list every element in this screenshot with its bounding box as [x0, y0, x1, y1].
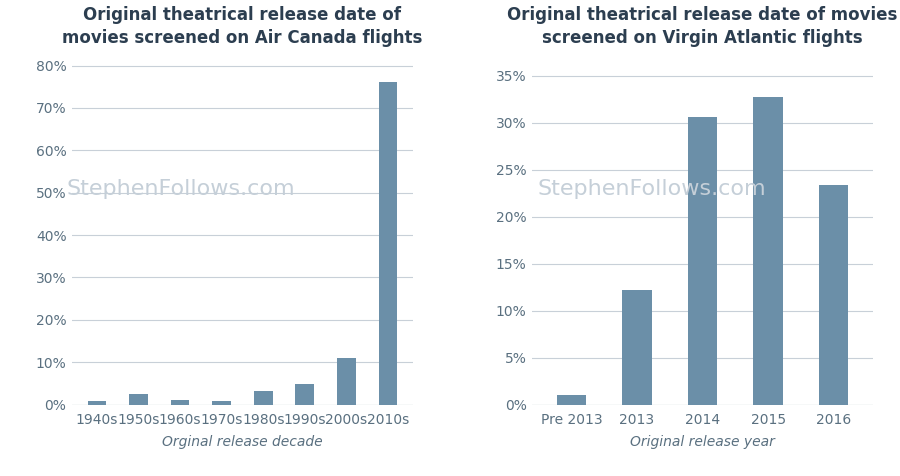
- Bar: [212, 401, 231, 405]
- Bar: [295, 384, 314, 405]
- Bar: [557, 395, 586, 405]
- X-axis label: Original release year: Original release year: [630, 435, 775, 449]
- Title: Original theatrical release date of
movies screened on Air Canada flights: Original theatrical release date of movi…: [62, 6, 423, 47]
- Bar: [753, 97, 783, 405]
- Bar: [130, 394, 148, 405]
- Bar: [87, 401, 106, 405]
- Text: StephenFollows.com: StephenFollows.com: [67, 179, 295, 199]
- Bar: [171, 400, 189, 405]
- Text: StephenFollows.com: StephenFollows.com: [537, 179, 766, 199]
- Bar: [254, 391, 273, 405]
- Bar: [337, 358, 356, 405]
- Bar: [379, 82, 397, 405]
- Bar: [622, 290, 652, 405]
- Bar: [688, 117, 717, 405]
- Bar: [819, 185, 849, 405]
- X-axis label: Orginal release decade: Orginal release decade: [162, 435, 323, 449]
- Title: Original theatrical release date of movies
screened on Virgin Atlantic flights: Original theatrical release date of movi…: [508, 6, 898, 47]
